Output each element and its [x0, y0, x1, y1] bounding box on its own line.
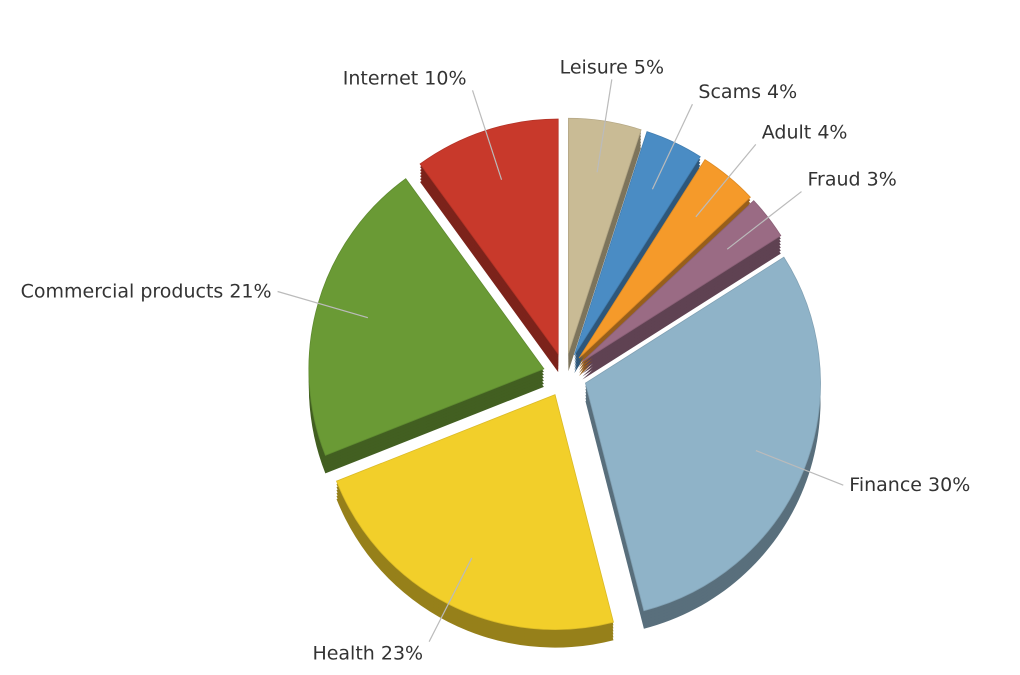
category-label: Commercial products	[21, 280, 224, 302]
value-label: 3%	[867, 168, 897, 190]
leader-line	[428, 557, 473, 642]
leader-line	[596, 79, 613, 173]
leader-line	[695, 144, 757, 218]
slice-label: Adult 4%	[762, 121, 848, 143]
slice-label: Leisure 5%	[560, 56, 664, 78]
slice-label: Fraud 3%	[807, 168, 896, 190]
slice-label: Finance 30%	[849, 474, 970, 496]
value-label: 30%	[928, 474, 970, 496]
leader-line	[755, 450, 844, 486]
value-label: 10%	[424, 67, 466, 89]
slice-label: Health 23%	[312, 642, 423, 664]
value-label: 4%	[817, 121, 847, 143]
category-label: Internet	[343, 67, 418, 89]
value-label: 4%	[767, 81, 797, 103]
leader-line	[726, 191, 802, 250]
slice-label: Commercial products 21%	[21, 280, 272, 302]
leader-line	[277, 290, 369, 319]
leader-line	[651, 103, 693, 190]
category-label: Adult	[762, 121, 812, 143]
value-label: 5%	[634, 56, 664, 78]
category-label: Leisure	[560, 56, 628, 78]
value-label: 21%	[229, 280, 271, 302]
category-label: Scams	[698, 81, 761, 103]
leader-line	[471, 90, 503, 180]
slice-label: Internet 10%	[343, 67, 467, 89]
slice-label: Scams 4%	[698, 81, 797, 103]
category-label: Health	[312, 642, 374, 664]
category-label: Fraud	[807, 168, 860, 190]
category-label: Finance	[849, 474, 922, 496]
value-label: 23%	[381, 642, 423, 664]
